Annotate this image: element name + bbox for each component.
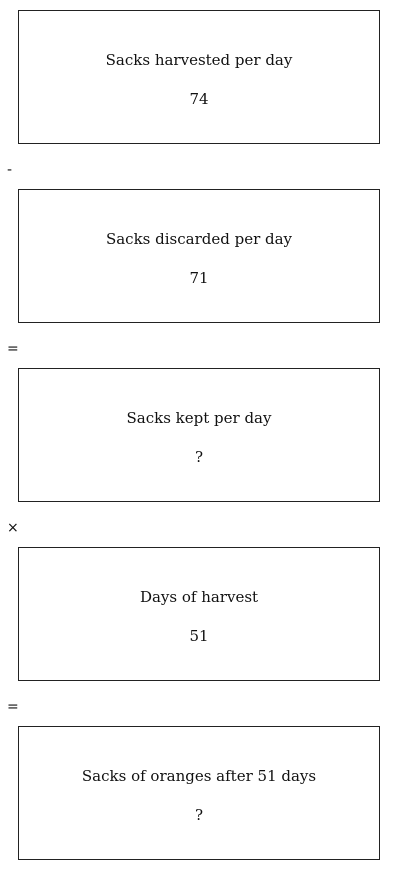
- box-discarded: Sacks discarded per day 71: [18, 189, 380, 323]
- operator-minus: -: [7, 162, 13, 178]
- box-total-value: ?: [194, 806, 204, 824]
- box-harvested: Sacks harvested per day 74: [18, 10, 380, 144]
- box-discarded-value: 71: [189, 269, 209, 287]
- box-discarded-label: Sacks discarded per day: [105, 230, 293, 248]
- box-total: Sacks of oranges after 51 days ?: [18, 726, 380, 860]
- box-kept-value: ?: [194, 448, 204, 466]
- box-days: Days of harvest 51: [18, 547, 380, 681]
- operator-times: ×: [7, 520, 19, 536]
- box-total-label: Sacks of oranges after 51 days: [81, 767, 317, 785]
- operator-equals-1: =: [7, 341, 19, 357]
- box-kept: Sacks kept per day ?: [18, 368, 380, 502]
- box-harvested-value: 74: [189, 90, 209, 108]
- box-days-value: 51: [189, 627, 209, 645]
- operator-equals-2: =: [7, 699, 19, 715]
- box-harvested-label: Sacks harvested per day: [105, 51, 293, 69]
- box-kept-label: Sacks kept per day: [126, 409, 272, 427]
- box-days-label: Days of harvest: [139, 588, 259, 606]
